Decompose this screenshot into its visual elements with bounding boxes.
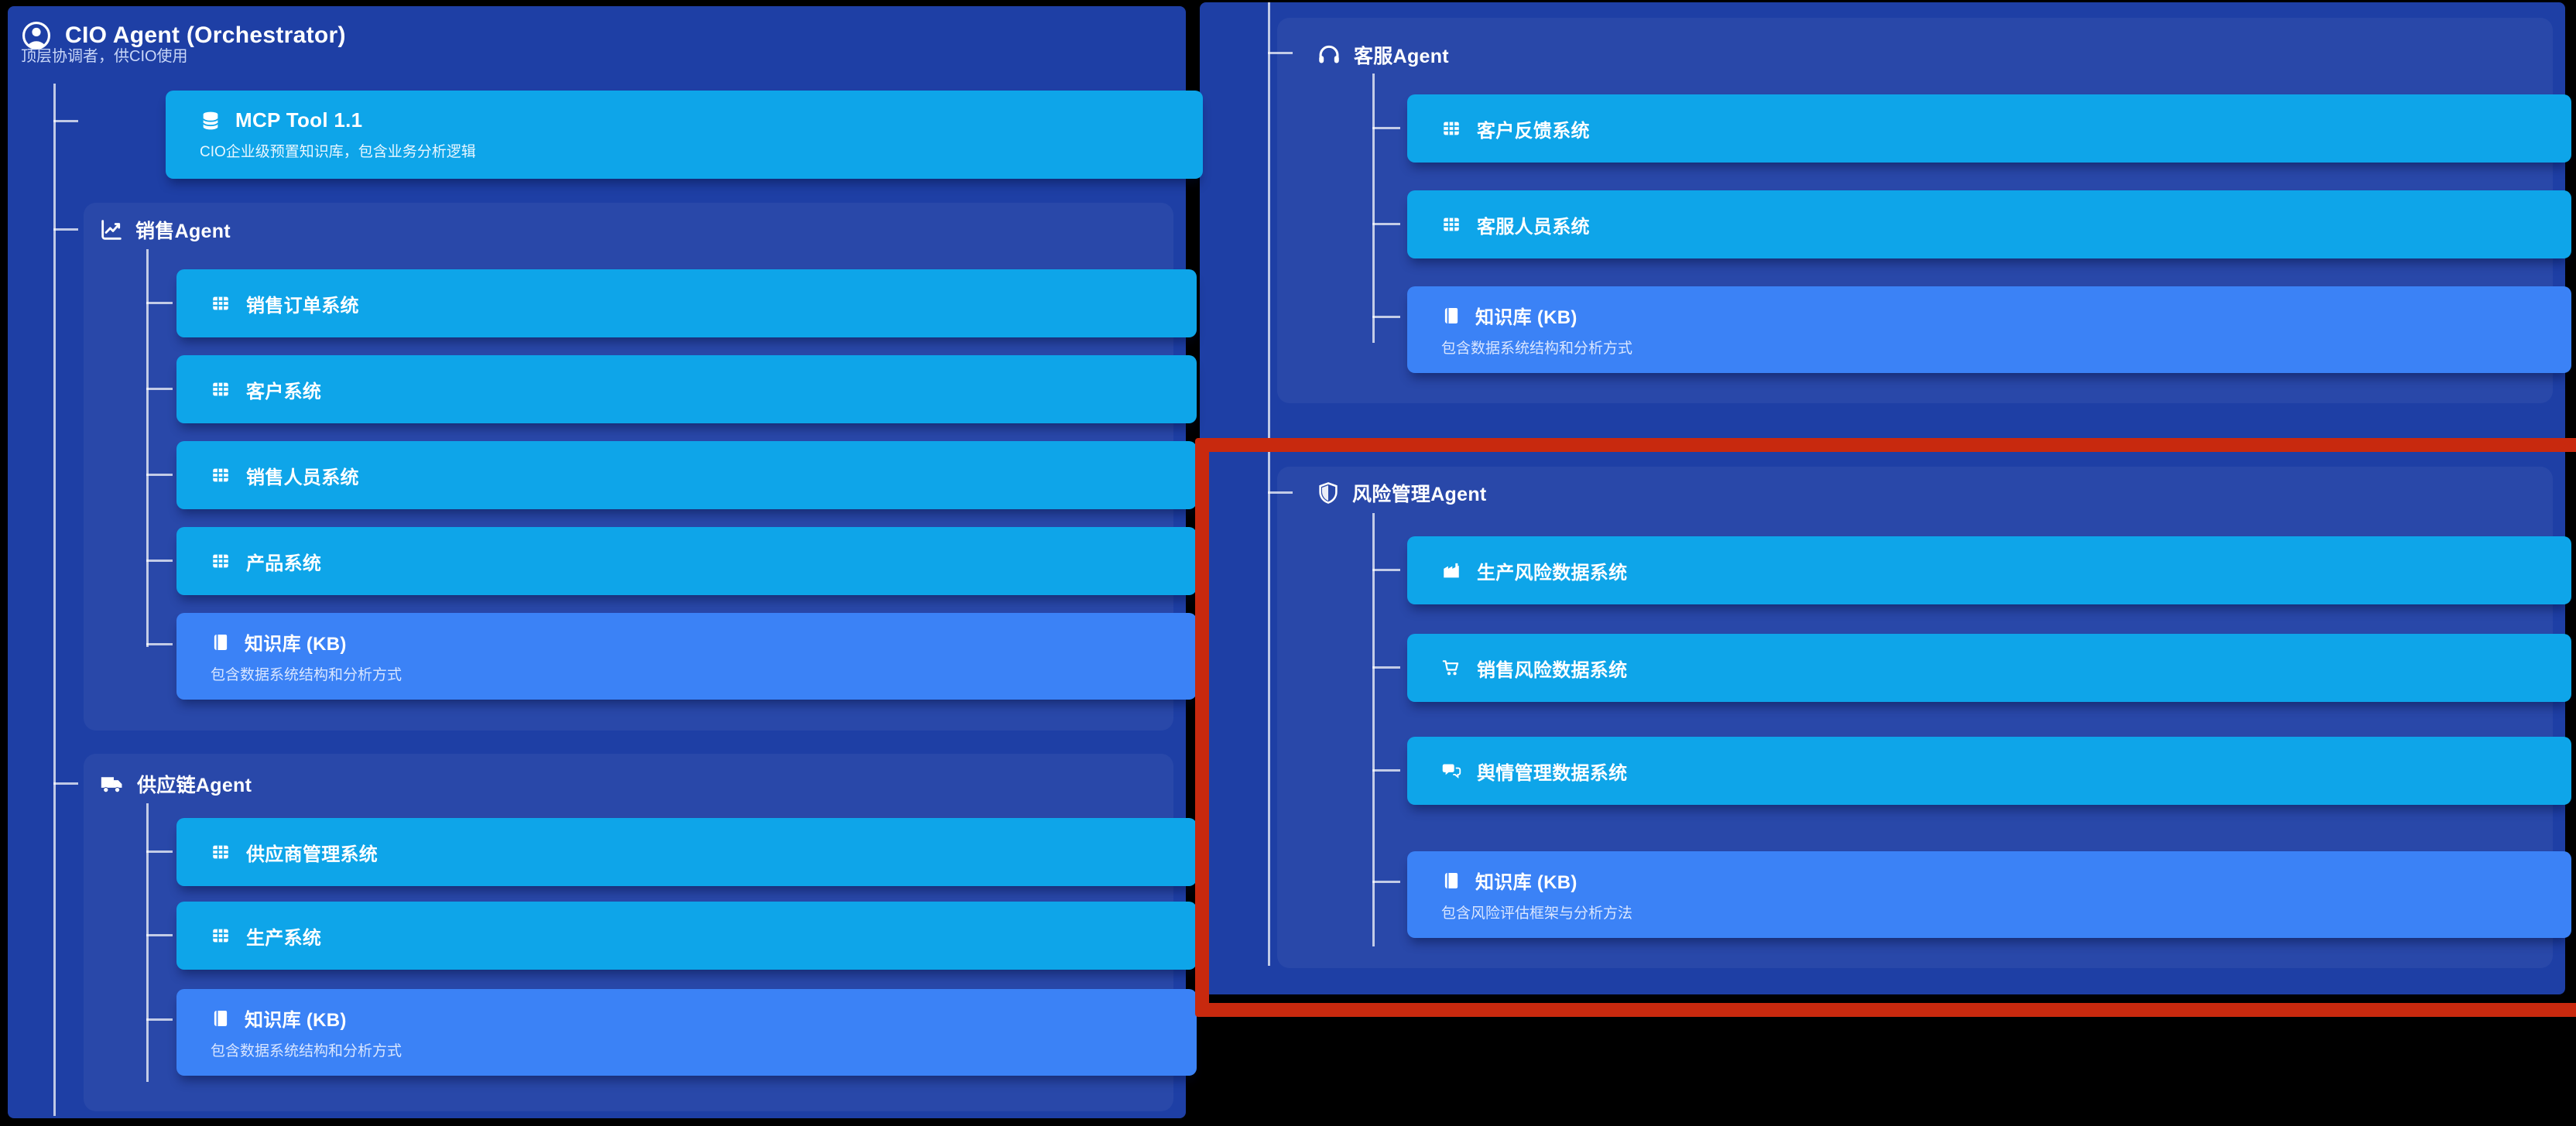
branch-line bbox=[53, 782, 78, 785]
system-card-label: 产品系统 bbox=[246, 553, 322, 574]
book-icon bbox=[211, 632, 231, 652]
cio-trunk-line-continued bbox=[1268, 2, 1270, 966]
branch-line bbox=[146, 302, 173, 304]
system-card-label: 销售订单系统 bbox=[246, 295, 359, 317]
service-agent-header[interactable]: 客服Agent bbox=[1316, 39, 1449, 70]
sales-agent-label: 销售Agent bbox=[135, 221, 231, 242]
system-card-label: 生产系统 bbox=[246, 927, 322, 949]
branch-line bbox=[146, 643, 173, 645]
branch-line bbox=[53, 228, 78, 231]
kb-card-supply[interactable]: 知识库 (KB) 包含数据系统结构和分析方式 bbox=[176, 989, 1197, 1076]
kb-card-service[interactable]: 知识库 (KB) 包含数据系统结构和分析方式 bbox=[1407, 286, 2571, 373]
table-icon bbox=[211, 379, 231, 399]
service-agent-label: 客服Agent bbox=[1354, 46, 1449, 67]
supply-subtrunk-line bbox=[146, 803, 149, 1082]
branch-line bbox=[53, 120, 78, 122]
system-card-label: 生产风险数据系统 bbox=[1477, 562, 1628, 584]
kb-card-risk[interactable]: 知识库 (KB) 包含风险评估框架与分析方法 bbox=[1407, 851, 2571, 938]
system-card-label: 客服人员系统 bbox=[1477, 216, 1590, 238]
system-card-label: 舆情管理数据系统 bbox=[1477, 762, 1628, 784]
branch-line bbox=[1268, 52, 1293, 54]
kb-card-title: 知识库 (KB) bbox=[245, 1010, 347, 1031]
branch-line bbox=[146, 560, 173, 562]
sales-agent-header[interactable]: 销售Agent bbox=[99, 214, 231, 245]
branch-line bbox=[1268, 491, 1293, 494]
kb-card-desc: 包含风险评估框架与分析方法 bbox=[1441, 905, 1633, 922]
branch-line bbox=[1372, 769, 1400, 772]
sales-subtrunk-line bbox=[146, 249, 149, 647]
system-card-production-risk[interactable]: 生产风险数据系统 bbox=[1407, 536, 2571, 604]
branch-line bbox=[1372, 127, 1400, 129]
system-card-sales-staff[interactable]: 销售人员系统 bbox=[176, 441, 1197, 509]
service-subtrunk-line bbox=[1372, 74, 1375, 343]
factory-icon bbox=[1441, 560, 1461, 580]
truck-icon bbox=[99, 771, 125, 797]
kb-card-desc: 包含数据系统结构和分析方式 bbox=[211, 667, 402, 683]
system-card-products[interactable]: 产品系统 bbox=[176, 527, 1197, 595]
headset-icon bbox=[1316, 42, 1342, 68]
branch-line bbox=[1372, 569, 1400, 571]
system-card-label: 销售人员系统 bbox=[246, 467, 359, 488]
table-icon bbox=[1441, 214, 1461, 234]
cart-icon bbox=[1441, 658, 1461, 678]
system-card-label: 客户反馈系统 bbox=[1477, 120, 1590, 142]
branch-line bbox=[146, 1018, 173, 1021]
system-card-sales-risk[interactable]: 销售风险数据系统 bbox=[1407, 634, 2571, 702]
kb-card-desc: 包含数据系统结构和分析方式 bbox=[1441, 341, 1633, 357]
table-icon bbox=[211, 926, 231, 946]
book-icon bbox=[1441, 871, 1461, 891]
supply-agent-header[interactable]: 供应链Agent bbox=[99, 768, 252, 799]
table-icon bbox=[211, 465, 231, 485]
system-card-customers[interactable]: 客户系统 bbox=[176, 355, 1197, 423]
system-card-service-staff[interactable]: 客服人员系统 bbox=[1407, 190, 2571, 258]
database-icon bbox=[200, 110, 221, 132]
mcp-tool-title: MCP Tool 1.1 bbox=[235, 108, 363, 132]
right-panel: 客服Agent 客户反馈系统 客服人员系统 知识库 (KB) 包含数据系统结构和… bbox=[1200, 2, 2571, 994]
branch-line bbox=[146, 388, 173, 390]
chat-bubbles-icon bbox=[1441, 761, 1461, 781]
cio-agent-header[interactable]: CIO Agent (Orchestrator) bbox=[20, 17, 346, 54]
chart-line-icon bbox=[99, 217, 124, 242]
kb-card-desc: 包含数据系统结构和分析方式 bbox=[211, 1043, 402, 1059]
cio-agent-subtitle: 顶层协调者，供CIO使用 bbox=[21, 48, 188, 65]
branch-line bbox=[1372, 316, 1400, 318]
system-card-suppliers[interactable]: 供应商管理系统 bbox=[176, 818, 1197, 886]
kb-card-sales[interactable]: 知识库 (KB) 包含数据系统结构和分析方式 bbox=[176, 613, 1197, 700]
mcp-tool-desc: CIO企业级预置知识库，包含业务分析逻辑 bbox=[200, 144, 476, 160]
system-card-sentiment[interactable]: 舆情管理数据系统 bbox=[1407, 737, 2571, 805]
system-card-customer-feedback[interactable]: 客户反馈系统 bbox=[1407, 94, 2571, 163]
branch-line bbox=[1372, 223, 1400, 225]
branch-line bbox=[146, 474, 173, 476]
branch-line bbox=[146, 850, 173, 853]
table-icon bbox=[211, 551, 231, 571]
branch-line bbox=[146, 934, 173, 936]
supply-agent-label: 供应链Agent bbox=[137, 775, 252, 796]
risk-agent-label: 风险管理Agent bbox=[1352, 484, 1487, 505]
branch-line bbox=[1372, 881, 1400, 883]
kb-card-title: 知识库 (KB) bbox=[245, 634, 347, 655]
table-icon bbox=[1441, 118, 1461, 139]
shield-icon bbox=[1316, 481, 1341, 505]
table-icon bbox=[211, 842, 231, 862]
cio-orchestrator-panel: CIO Agent (Orchestrator) 顶层协调者，供CIO使用 MC… bbox=[8, 6, 1203, 1118]
system-card-label: 供应商管理系统 bbox=[246, 844, 379, 865]
cio-agent-title: CIO Agent (Orchestrator) bbox=[65, 22, 346, 48]
cio-trunk-line bbox=[53, 84, 56, 1116]
system-card-label: 销售风险数据系统 bbox=[1477, 659, 1628, 681]
branch-line bbox=[1372, 666, 1400, 669]
book-icon bbox=[211, 1008, 231, 1028]
system-card-sales-orders[interactable]: 销售订单系统 bbox=[176, 269, 1197, 337]
book-icon bbox=[1441, 306, 1461, 326]
table-icon bbox=[211, 293, 231, 313]
system-card-label: 客户系统 bbox=[246, 381, 322, 402]
system-card-production[interactable]: 生产系统 bbox=[176, 902, 1197, 970]
mcp-tool-card[interactable]: MCP Tool 1.1 CIO企业级预置知识库，包含业务分析逻辑 bbox=[166, 91, 1203, 179]
risk-agent-header[interactable]: 风险管理Agent bbox=[1316, 477, 1487, 508]
kb-card-title: 知识库 (KB) bbox=[1475, 307, 1577, 328]
kb-card-title: 知识库 (KB) bbox=[1475, 872, 1577, 893]
risk-subtrunk-line bbox=[1372, 513, 1375, 946]
